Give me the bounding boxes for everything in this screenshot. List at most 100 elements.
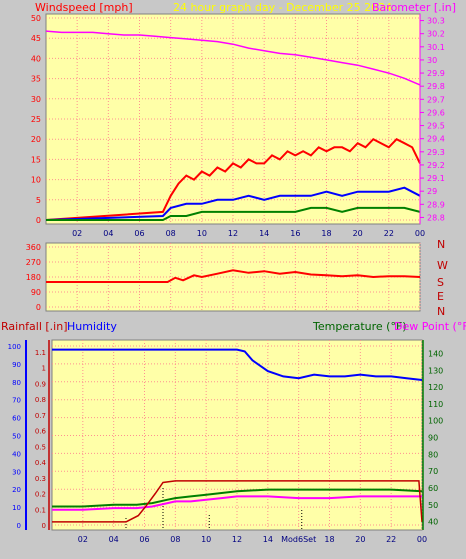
barometer-y-tick-label: 30 (427, 56, 437, 65)
dewpoint-axis-label: Dew Point (°F) (394, 320, 466, 333)
direction-letter: N (437, 305, 445, 318)
series-temperature (52, 488, 423, 508)
direction-y-tick-label: 0 (36, 303, 41, 312)
series-barometer (45, 30, 421, 86)
wind-x-tick-label: 20 (353, 229, 363, 238)
barometer-y-tick-label: 29 (427, 187, 437, 196)
series-humidity (52, 348, 423, 381)
rainfall-y-tick-label: 1 (42, 365, 46, 373)
barometer-y-tick-label: 29.9 (427, 69, 445, 78)
graph-title: 24 hour graph day - December 25 2024 - (173, 1, 400, 14)
direction-y-tick-label: 180 (26, 273, 41, 282)
humidity-x-tick-label: 00 (417, 535, 427, 544)
wind-y-tick-label: 30 (31, 95, 41, 104)
rainfall-y-tick-label: 0.7 (35, 412, 46, 420)
humidity-x-tick-label: 14 (263, 535, 273, 544)
rainfall-y-tick-label: 0.1 (35, 506, 46, 514)
wind-y-tick-label: 40 (31, 54, 41, 63)
humidity-y-tick-label: 70 (12, 397, 21, 405)
temperature-y-tick-label: 100 (428, 417, 443, 426)
humidity-y-tick-label: 40 (12, 450, 21, 458)
wind-y-tick-label: 5 (36, 196, 41, 205)
direction-y-tick-label: 90 (31, 288, 41, 297)
wind-y-tick-label: 10 (31, 176, 41, 185)
rainfall-y-tick-label: 0.8 (35, 396, 46, 404)
rainfall-y-tick-label: 0.9 (35, 380, 46, 388)
humidity-x-tick-label: 06 (139, 535, 149, 544)
wind-x-tick-label: 02 (72, 229, 82, 238)
barometer-y-tick-label: 30.2 (427, 30, 445, 39)
barometer-y-tick-label: 29.3 (427, 148, 445, 157)
wind-x-tick-label: 06 (134, 229, 144, 238)
barometer-y-tick-label: 29.4 (427, 135, 445, 144)
temperature-y-tick-label: 60 (428, 484, 438, 493)
wind-x-tick-label: 22 (384, 229, 394, 238)
windspeed-axis-label: Windspeed [mph] (35, 1, 133, 14)
series-dew-point (52, 495, 422, 511)
humidity-temp-plot-area (51, 339, 423, 531)
direction-y-tick-label: 270 (26, 258, 41, 267)
rainfall-y-tick-label: 0.4 (35, 459, 47, 467)
direction-letter: E (437, 290, 444, 303)
humidity-x-tick-label: 02 (78, 535, 88, 544)
barometer-y-tick-label: 30.3 (427, 17, 445, 26)
direction-y-tick-label: 360 (26, 243, 41, 252)
wind-x-tick-label: 12 (228, 229, 238, 238)
series-rainfall (52, 480, 423, 523)
rainfall-y-tick-label: 0.5 (35, 443, 46, 451)
series-average (45, 186, 421, 221)
humidity-x-tick-label: 04 (109, 535, 119, 544)
wind-x-tick-label: 18 (321, 229, 331, 238)
barometer-y-tick-label: 28.8 (427, 213, 445, 222)
direction-letter: W (437, 259, 448, 272)
humidity-x-tick-label: 20 (355, 535, 365, 544)
wind-x-tick-label: 14 (259, 229, 269, 238)
wind-y-tick-label: 35 (31, 75, 41, 84)
barometer-y-tick-label: 28.9 (427, 200, 445, 209)
humidity-y-tick-label: 30 (12, 468, 21, 476)
barometer-y-tick-label: 29.5 (427, 122, 445, 131)
barometer-y-tick-label: 29.8 (427, 82, 445, 91)
barometer-y-tick-label: 29.1 (427, 174, 445, 183)
wind-x-tick-label: 16 (290, 229, 300, 238)
humidity-x-tick-label: 08 (170, 535, 180, 544)
wind-x-tick-label: 08 (166, 229, 176, 238)
direction-letter: N (437, 238, 445, 251)
temperature-y-tick-label: 140 (428, 349, 443, 358)
wind-y-tick-label: 45 (31, 34, 41, 43)
series-wind-direction (46, 269, 421, 283)
temperature-y-tick-label: 40 (428, 518, 438, 527)
temperature-y-tick-label: 80 (428, 450, 438, 459)
wind-y-tick-label: 15 (31, 155, 41, 164)
temperature-y-tick-label: 90 (428, 434, 438, 443)
barometer-y-tick-label: 30.1 (427, 43, 445, 52)
humidity-y-tick-label: 60 (12, 415, 21, 423)
rainfall-axis-label: Rainfall [.in] (1, 320, 68, 333)
temperature-y-tick-label: 110 (428, 400, 443, 409)
series-gust (45, 137, 421, 221)
rainfall-y-tick-label: 1.1 (35, 349, 46, 357)
temperature-y-tick-label: 50 (428, 501, 438, 510)
rainfall-y-tick-label: 0.3 (35, 475, 46, 483)
barometer-y-tick-label: 29.2 (427, 161, 445, 170)
humidity-x-tick-label: 10 (201, 535, 211, 544)
humidity-x-tick-label: 18 (324, 535, 334, 544)
wind-y-tick-label: 20 (31, 135, 41, 144)
barometer-y-tick-label: 29.7 (427, 95, 445, 104)
direction-letter: S (437, 276, 444, 289)
humidity-y-tick-label: 80 (12, 379, 21, 387)
temperature-y-tick-label: 120 (428, 383, 443, 392)
rainfall-y-tick-label: 0.2 (35, 491, 46, 499)
humidity-x-tick-label: Mod6Set (281, 535, 316, 544)
barometer-axis-label: Barometer [.in] (372, 1, 456, 14)
humidity-y-tick-label: 50 (12, 433, 21, 441)
wind-x-tick-label: 04 (103, 229, 113, 238)
temperature-axis-label: Temperature (°F) (312, 320, 407, 333)
wind-y-tick-label: 50 (31, 14, 41, 23)
barometer-y-tick-label: 29.6 (427, 108, 445, 117)
humidity-x-tick-label: 22 (386, 535, 396, 544)
wind-x-tick-label: 10 (197, 229, 207, 238)
humidity-x-tick-label: 12 (232, 535, 242, 544)
humidity-y-tick-label: 100 (8, 343, 21, 351)
